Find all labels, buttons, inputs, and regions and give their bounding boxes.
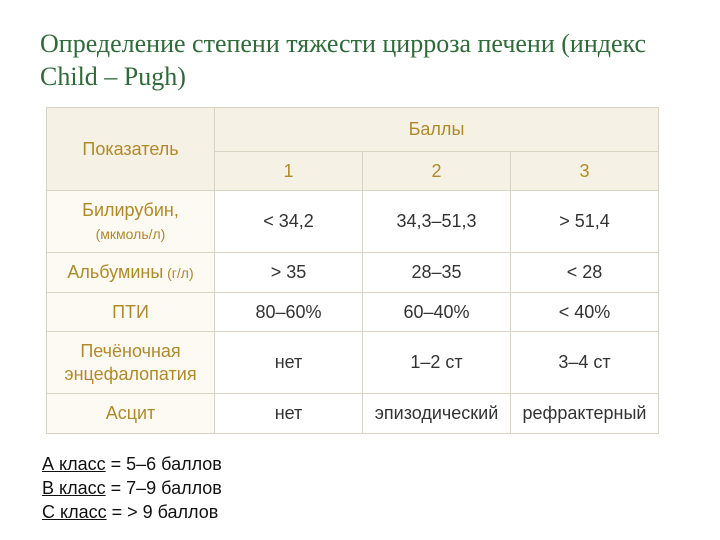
table-cell: 1–2 ст [363,332,511,394]
row-label: Печёночная энцефалопатия [47,332,215,394]
table-cell: 28–35 [363,253,511,293]
legend-line: А класс = 5–6 баллов [42,452,680,476]
row-label-sub: (г/л) [163,265,193,281]
row-label: ПТИ [47,292,215,332]
table-cell: нет [215,332,363,394]
header-score-1: 1 [215,151,363,191]
table-cell: 3–4 ст [511,332,659,394]
row-label: Альбумины (г/л) [47,253,215,293]
table-row: Печёночная энцефалопатия нет 1–2 ст 3–4 … [47,332,659,394]
legend-value: = 5–6 баллов [111,454,222,474]
table-cell: эпизодический [363,394,511,434]
header-score-3: 3 [511,151,659,191]
table-cell: 80–60% [215,292,363,332]
table-row: Асцит нет эпизодический рефрактерный [47,394,659,434]
legend-key: С класс [42,502,107,522]
row-label-main: ПТИ [112,302,149,322]
table-cell: 34,3–51,3 [363,191,511,253]
legend-value: = > 9 баллов [112,502,219,522]
table-cell: < 28 [511,253,659,293]
legend-line: С класс = > 9 баллов [42,500,680,524]
row-label-main: Альбумины [67,262,163,282]
table-cell: < 40% [511,292,659,332]
row-label-main: Асцит [106,403,156,423]
header-scores-group: Баллы [215,108,659,152]
table-cell: > 51,4 [511,191,659,253]
legend-value: = 7–9 баллов [111,478,222,498]
child-pugh-table: Показатель Баллы 1 2 3 Билирубин, (мкмол… [46,107,659,434]
header-indicator: Показатель [47,108,215,191]
row-label: Билирубин, (мкмоль/л) [47,191,215,253]
table-cell: 60–40% [363,292,511,332]
table-cell: > 35 [215,253,363,293]
header-score-2: 2 [363,151,511,191]
row-label: Асцит [47,394,215,434]
table-row: ПТИ 80–60% 60–40% < 40% [47,292,659,332]
legend-key: В класс [42,478,106,498]
table-row: Альбумины (г/л) > 35 28–35 < 28 [47,253,659,293]
table-cell: < 34,2 [215,191,363,253]
table-row: Билирубин, (мкмоль/л) < 34,2 34,3–51,3 >… [47,191,659,253]
legend-key: А класс [42,454,106,474]
table-cell: рефрактерный [511,394,659,434]
table-header-row-1: Показатель Баллы [47,108,659,152]
row-label-main: Билирубин, [82,200,179,220]
slide: Определение степени тяжести цирроза пече… [0,0,720,540]
slide-title: Определение степени тяжести цирроза пече… [40,28,680,93]
row-label-sub: (мкмоль/л) [96,226,166,242]
row-label-main: Печёночная энцефалопатия [64,341,196,384]
legend-line: В класс = 7–9 баллов [42,476,680,500]
legend: А класс = 5–6 баллов В класс = 7–9 балло… [42,452,680,525]
table-cell: нет [215,394,363,434]
